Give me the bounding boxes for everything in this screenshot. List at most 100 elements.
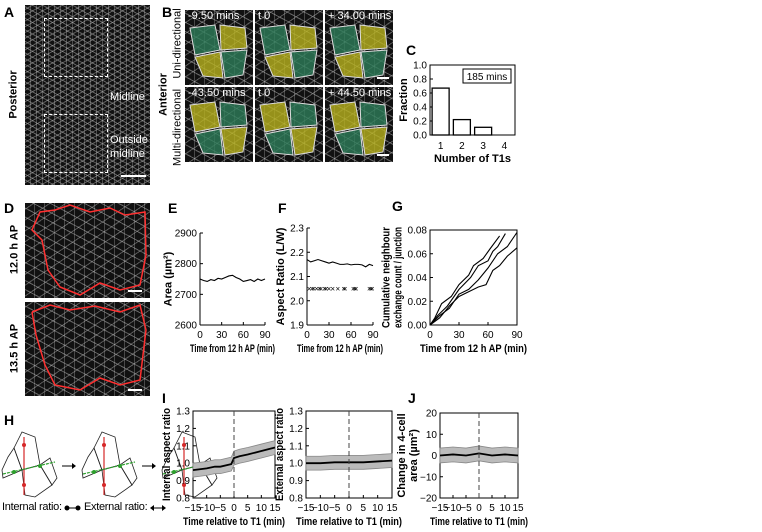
b-cells [189,101,248,156]
x-axis-label: Time relative to T1 (min) [296,516,402,528]
bar [473,126,493,136]
y-tick-label: 0.00 [408,321,428,332]
y-tick-label: 1.0 [176,459,190,470]
roi-box-midline [44,18,108,77]
y-axis-label: exchange count / junction [393,227,405,328]
y-axis-label: Area (µm²) [163,251,175,306]
y-tick-label: 2.2 [290,248,304,259]
y-axis-label: Aspect Ratio (L/W) [275,227,287,325]
roi-box-outside [44,114,108,173]
b-frame: -9.50 mins [185,10,253,85]
series-line [429,232,518,326]
x-tick-label: −15 [432,503,449,514]
series-line [429,235,501,326]
y-axis-label: Fraction [398,78,410,122]
y-tick-label: 1.1 [289,441,303,452]
bar [452,118,472,136]
t1-event-marker: × [324,285,329,294]
panel-label-h: H [4,412,15,428]
y-tick-label: −10 [420,472,437,483]
y-tick-label: 0.6 [413,89,427,100]
b-cells [189,24,248,79]
t1-event-marker: × [370,285,375,294]
x-tick-label: 0 [427,330,433,341]
t1-event-marker: × [341,285,346,294]
series-line [429,247,518,326]
cell-highlight [290,126,318,156]
y-tick-label: 1.2 [289,424,303,435]
x-tick-label: −10 [445,503,462,514]
chart-I2: 0.8 0.9 1.0 1.1 1.2 1.3 −15−10 −5 0 5 10 15 Time rel… [274,407,402,529]
cell-highlight [290,49,318,79]
cell-highlight [189,101,221,133]
x-axis-label: Time from 12 h AP (min) [297,343,383,355]
y-tick-label: 0.2 [413,117,427,128]
x-tick-label: 0 [197,330,203,341]
external-ratio-label: External ratio: [84,501,148,513]
chart-I1: 0.8 0.9 1.0 1.1 1.2 1.3 −15−10 −5 0 5 10 15 Time rel… [161,407,285,529]
y-tick-label: −20 [420,494,437,505]
cell-highlight [359,24,388,51]
y-tick-label: 1.2 [176,424,190,435]
t1-event-marker: × [352,285,357,294]
b-timestamp: -43.50 mins [188,87,246,99]
cell-highlight [189,24,221,56]
t1-event-marker: × [314,285,319,294]
panel-label-c: C [406,42,417,58]
y-tick-label: 0 [431,451,437,462]
y-tick-label: 0.04 [408,273,428,284]
x-tick-label: 60 [238,330,250,341]
cell-highlight [360,126,388,156]
bar [431,87,450,136]
x-tick-label: 5 [361,503,367,514]
b-timestamp: + 34.00 mins [328,10,392,22]
x-tick-label: 4 [502,141,508,152]
cell-highlight [289,101,318,128]
x-tick-label: 90 [367,330,379,341]
y-axis-label: Cumulative neighbour [381,226,393,328]
chart-F: 1.92.02.12.22.30 30 60 90×××××××××× × ×× ××× ××… [275,224,383,356]
t1-event-marker: × [330,285,335,294]
cell-highlight [219,101,248,128]
panel-label-b: B [162,4,173,20]
x-tick-label: 1 [438,141,444,152]
cell-highlight [264,128,294,156]
y-tick-label: 0.9 [176,476,190,487]
x-axis-label: Time from 12 h AP (min) [420,343,527,355]
y-tick-label: 2.3 [290,224,304,235]
panel-label-f: F [278,200,287,216]
scale-bar-d-top [128,290,142,292]
series-line [429,233,506,326]
y-tick-label: 0.8 [413,75,427,86]
outside-label-1: Outside [110,134,148,146]
cell-highlight [329,24,361,56]
cell-highlight [220,49,248,79]
y-tick-label: 0.4 [413,103,427,114]
cell-highlight [289,24,318,51]
y-tick-label: 0.08 [408,226,428,237]
y-axis-label: area (µm²) [408,429,420,482]
t1-event-marker: × [310,285,315,294]
chart-C: 0.0 0.2 0.4 0.6 0.8 1.0 1 2 3 4 185 mins Number of … [398,61,516,165]
x-tick-label: 0 [346,503,352,514]
micrograph-a [25,5,150,185]
x-tick-label: 2 [459,141,465,152]
b-timestamp: t 0 [258,87,271,99]
b-timestamp: -9.50 mins [188,10,240,22]
x-tick-label: 5 [489,503,495,514]
t1-event-marker: × [368,285,373,294]
series-line [306,258,374,268]
y-tick-label: 2.1 [290,272,304,283]
cell-highlight [360,49,388,79]
b-frame: + 34.00 mins [325,10,393,85]
y-tick-label: 1.0 [413,61,427,72]
x-tick-label: 15 [269,503,281,514]
t1-event-marker: × [327,285,332,294]
x-tick-label: 10 [372,503,384,514]
x-tick-label: 10 [256,503,268,514]
series-line [192,446,276,472]
t1-event-marker: × [351,285,356,294]
t1-event-marker: × [307,285,312,294]
b-frame: t 0 [255,87,323,162]
series-line [199,274,266,283]
